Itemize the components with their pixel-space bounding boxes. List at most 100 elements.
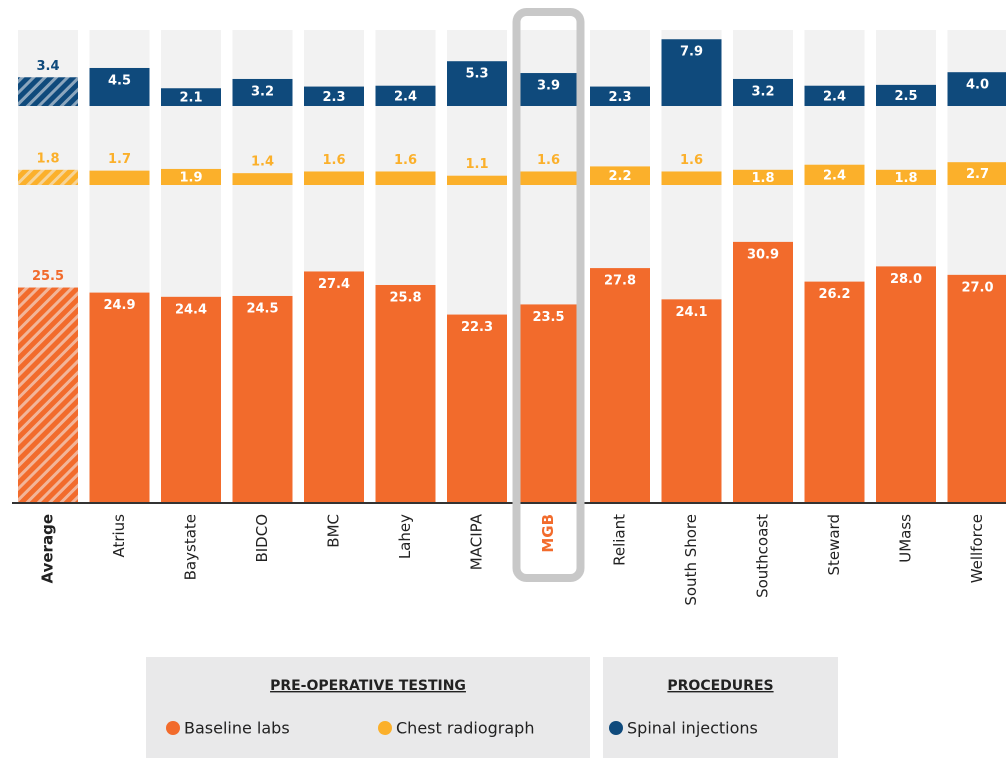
value-label: 2.3 [608,90,631,105]
value-label: 1.6 [680,153,703,168]
value-label: 1.6 [537,153,560,168]
value-label: 1.8 [751,171,774,186]
value-label: 1.7 [108,152,131,167]
x-tick-label: Southcoast [754,514,772,598]
value-label: 2.7 [966,167,989,182]
bar [733,169,793,185]
bar [232,295,293,503]
value-label: 1.6 [394,153,417,168]
value-label: 4.0 [966,78,989,93]
bar [447,314,507,503]
value-label: 27.0 [961,280,993,295]
value-label: 22.3 [461,320,493,335]
value-label: 23.5 [532,310,564,325]
value-label: 2.1 [179,91,202,106]
value-label: 3.2 [251,84,274,99]
value-label: 25.5 [32,269,64,284]
x-tick-label: Wellforce [968,514,986,583]
bar [876,84,936,106]
value-label: 28.0 [890,272,922,287]
bar [947,274,1006,503]
bar [18,77,78,106]
value-label: 30.9 [747,247,779,262]
x-tick-label: Lahey [396,514,414,559]
bar [232,173,293,185]
value-label: 1.9 [179,170,202,185]
x-tick-label: Baystate [182,514,200,580]
bar [161,88,221,106]
x-tick-label: BIDCO [253,514,271,563]
bar [876,266,936,503]
bar [947,162,1006,185]
legend-swatch [166,721,180,735]
value-label: 2.4 [823,89,846,104]
value-label: 1.1 [465,157,488,172]
x-tick-label: UMass [897,514,915,563]
bar [18,287,78,503]
x-tick-label: MGB [539,514,557,553]
bar [590,166,650,185]
value-label: 1.6 [322,153,345,168]
legend-group-title: PRE-OPERATIVE TESTING [270,678,466,694]
legend-box [146,657,590,758]
bar [447,175,507,185]
bar [661,299,722,503]
bar [590,86,650,106]
x-tick-label: Average [39,514,57,583]
value-label: 26.2 [818,287,850,302]
bar [304,86,364,106]
bar [89,292,150,503]
value-label: 2.5 [894,89,917,104]
x-tick-label: Atrius [110,514,128,558]
legend-swatch [609,721,623,735]
x-tick-label: Reliant [611,514,629,566]
value-label: 3.2 [751,84,774,99]
bar [375,85,436,106]
highlight-box [512,8,585,582]
bar [447,61,507,106]
legend-label: Baseline labs [184,719,290,738]
value-label: 3.4 [36,59,59,74]
bar [375,284,436,503]
bar [161,296,221,503]
bar [947,72,1006,106]
value-label: 1.8 [36,151,59,166]
bar [89,67,150,106]
value-label: 27.8 [604,274,636,289]
value-label: 24.4 [175,302,207,317]
bar [232,78,293,106]
bar [661,39,722,107]
bar [161,168,221,185]
bar [18,169,78,185]
bar [733,241,793,503]
value-label: 3.9 [537,79,560,94]
x-tick-label: BMC [325,514,343,548]
value-label: 5.3 [465,67,488,82]
bar [733,78,793,106]
x-tick-label: Steward [825,514,843,576]
value-label: 24.9 [103,298,135,313]
x-tick-label: MACIPA [468,513,486,570]
bar [89,170,150,185]
value-label: 25.8 [389,290,421,305]
value-label: 2.3 [322,90,345,105]
value-label: 1.4 [251,155,274,170]
value-label: 27.4 [318,277,350,292]
bar [518,73,579,106]
legend-label: Spinal injections [627,719,758,738]
bar [804,281,865,503]
legend-group-title: PROCEDURES [667,678,773,694]
legend-label: Chest radiograph [396,719,534,738]
bar [804,85,865,106]
bar [661,171,722,185]
value-label: 2.4 [394,89,417,104]
bar [804,164,865,185]
value-label: 2.4 [823,168,846,183]
value-label: 2.2 [608,169,631,184]
legend-swatch [378,721,392,735]
value-label: 24.1 [675,305,707,320]
x-tick-label: South Shore [682,514,700,606]
bar [304,171,364,185]
value-label: 7.9 [680,45,703,60]
